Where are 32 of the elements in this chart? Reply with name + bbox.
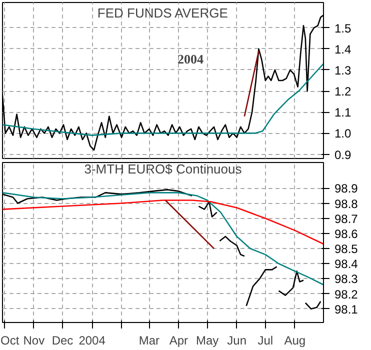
y-tick-label: 98.8	[334, 196, 358, 211]
y-tick-label: 98.5	[334, 242, 358, 256]
x-tick-label: Jun	[227, 334, 247, 348]
x-tick-label: Nov	[23, 334, 45, 348]
y-tick-label: 98.7	[334, 212, 358, 226]
line-series	[2, 62, 324, 136]
y-tick-label: 1.3	[334, 63, 352, 78]
x-tick-label: Apr	[169, 334, 188, 348]
y-tick-label: 1.4	[334, 42, 352, 56]
x-tick-label: Aug	[284, 334, 306, 348]
chart-title: FED FUNDS AVERGE	[97, 6, 228, 20]
line-series	[2, 192, 324, 286]
y-tick-label: 1.1	[334, 106, 352, 120]
x-tick-label: Dec	[52, 334, 74, 348]
annotation: 2004	[178, 52, 204, 66]
y-tick-label: 98.3	[334, 272, 358, 286]
x-tick-label: Jul	[258, 334, 274, 348]
x-tick-label: Oct	[0, 334, 20, 348]
y-tick-label: 1.2	[334, 84, 352, 99]
y-tick-label: 98.2	[334, 287, 358, 302]
line-series	[2, 200, 324, 245]
x-tick-label: May	[196, 334, 219, 348]
y-tick-label: 1.5	[334, 21, 352, 36]
y-tick-label: 98.9	[334, 182, 358, 196]
y-tick-label: 1.0	[334, 126, 352, 141]
y-tick-label: 98.1	[334, 302, 358, 316]
chart-title: 3-MTH EURO$ Continuous	[84, 162, 242, 176]
x-tick-label: 2004	[78, 334, 106, 348]
y-tick-label: 0.9	[334, 148, 352, 162]
x-tick-label: Mar	[138, 334, 160, 348]
y-tick-label: 98.4	[334, 257, 358, 272]
y-tick-label: 98.6	[334, 226, 358, 241]
